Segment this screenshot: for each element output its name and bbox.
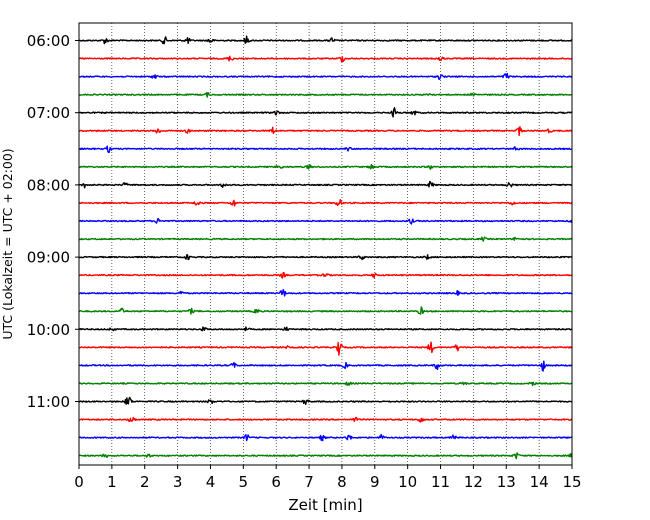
plot-frame	[78, 22, 573, 466]
x-tick-label: 15	[562, 473, 581, 491]
y-tick-label: 09:00	[27, 249, 70, 267]
seismogram-trace	[78, 381, 573, 387]
x-tick-label: 5	[239, 473, 249, 491]
seismogram-trace	[79, 306, 573, 315]
seismogram-trace	[78, 126, 573, 136]
seismogram-trace	[78, 416, 573, 423]
x-tick-label: 14	[530, 473, 549, 491]
x-tick-label: 2	[140, 473, 150, 491]
x-tick-label: 3	[173, 473, 183, 491]
x-tick-label: 9	[370, 473, 380, 491]
x-tick-label: 1	[107, 473, 117, 491]
seismogram-trace	[78, 91, 573, 98]
seismogram-trace	[78, 164, 573, 170]
y-axis-ticks: 06:00 07:00 08:00 09:00 10:00 11:00	[27, 32, 79, 411]
x-tick-label: 0	[74, 473, 84, 491]
seismogram-trace	[78, 360, 573, 372]
y-tick-label: 07:00	[27, 104, 70, 122]
x-tick-label: 10	[398, 473, 417, 491]
seismogram-trace	[78, 107, 573, 118]
plot-background	[79, 23, 572, 465]
seismogram-trace	[78, 55, 573, 63]
x-tick-label: 4	[206, 473, 216, 491]
seismogram-trace	[78, 35, 573, 45]
seismogram-trace	[78, 326, 573, 332]
x-tick-label: 11	[431, 473, 450, 491]
seismogram-trace	[78, 396, 573, 406]
y-tick-label: 11:00	[27, 393, 70, 411]
seismogram-trace	[78, 199, 573, 207]
x-axis-ticks: 0 1 2 3 4 5 6 7 8 9 10 11 12 13 14 15	[74, 465, 582, 491]
x-tick-label: 12	[464, 473, 483, 491]
seismogram-trace	[78, 72, 573, 80]
y-tick-label: 10:00	[27, 321, 70, 339]
seismogram-trace	[78, 341, 573, 356]
seismogram-trace	[78, 180, 573, 189]
seismogram-trace	[78, 254, 573, 261]
seismogram-trace	[78, 452, 573, 460]
traces-group	[78, 35, 573, 460]
seismogram-trace	[78, 217, 573, 225]
y-axis-label: UTC (Lokalzeit = UTC + 02:00)	[0, 148, 15, 339]
seismogram-trace	[78, 271, 573, 279]
x-tick-label: 7	[304, 473, 314, 491]
seismogram-trace	[78, 433, 573, 442]
y-tick-label: 08:00	[27, 176, 70, 194]
y-tick-label: 06:00	[27, 32, 70, 50]
x-tick-label: 6	[271, 473, 281, 491]
x-tick-label: 8	[337, 473, 347, 491]
x-axis-label: Zeit [min]	[288, 496, 362, 514]
x-tick-label: 13	[497, 473, 516, 491]
seismogram-trace	[78, 236, 573, 242]
seismogram-trace	[78, 145, 573, 153]
seismogram-trace	[78, 288, 573, 297]
